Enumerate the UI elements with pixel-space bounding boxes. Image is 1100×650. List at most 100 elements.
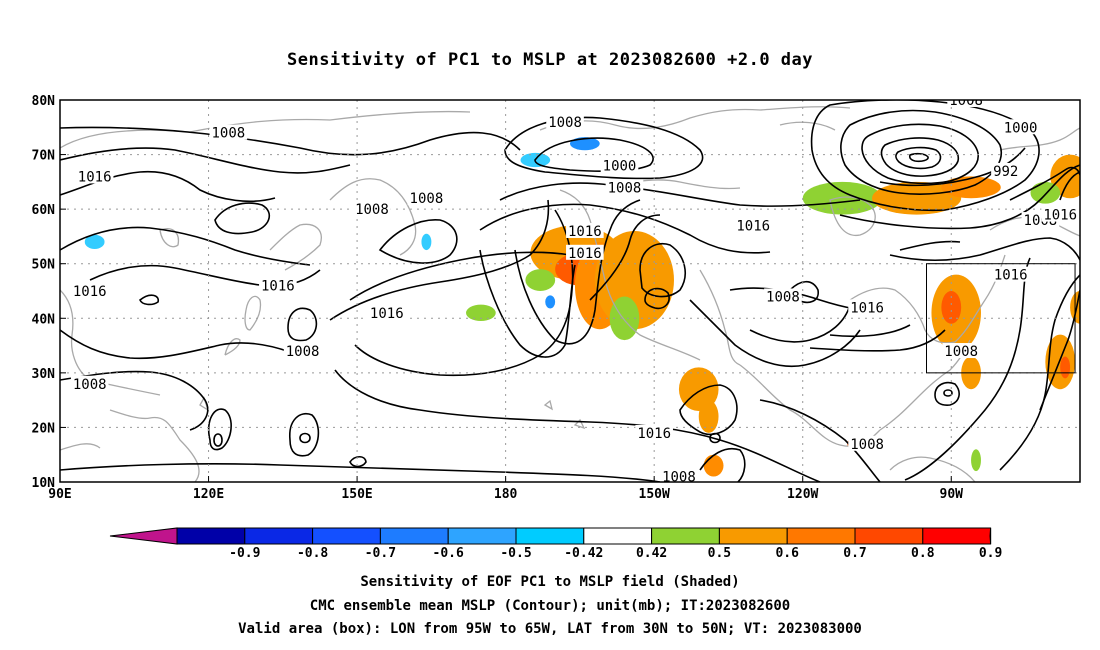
isobar-label-bg xyxy=(660,468,698,482)
figure-title: Sensitivity of PC1 to MSLP at 2023082600… xyxy=(286,50,813,70)
lat-tick-label: 30N xyxy=(32,367,56,382)
isobar-label: 1016 xyxy=(568,224,602,240)
isobar-labels: 1008 1016 1016 1016 1008 1008 1016 1008 1008 1008… xyxy=(70,93,1079,486)
isobar-label-bg xyxy=(1041,206,1079,222)
sensitivity-patch xyxy=(1060,356,1071,379)
isobar-label: 1008 xyxy=(949,93,983,109)
lon-tick-label: 90E xyxy=(48,487,71,502)
colorbar-label: 0.6 xyxy=(775,546,799,561)
lat-tick-label: 50N xyxy=(32,258,56,273)
lon-tick-label: 150E xyxy=(341,487,372,502)
isobar-label: 1016 xyxy=(736,219,770,235)
sensitivity-patch xyxy=(466,304,496,322)
colorbar-swatch xyxy=(176,527,246,545)
colorbar-swatch xyxy=(312,527,381,545)
sensitivity-patch xyxy=(971,449,981,472)
sensitivity-patch xyxy=(545,295,556,309)
isobar-label-bg xyxy=(546,113,584,129)
isobar-label-bg xyxy=(947,100,985,107)
isobar-label-bg xyxy=(353,201,391,217)
colorbar-label: -0.7 xyxy=(365,546,396,561)
valid-area-rectangle xyxy=(926,263,1076,374)
colorbar-swatch xyxy=(718,527,788,545)
sensitivity-patch xyxy=(1030,181,1061,204)
colorbar-label: 0.8 xyxy=(911,546,935,561)
lat-tick-label: 80N xyxy=(32,94,56,109)
colorbar-low-triangle xyxy=(109,527,178,545)
colorbar-label: -0.9 xyxy=(229,546,260,561)
isobar-label-bg xyxy=(942,343,980,359)
isobar-label: 1000 xyxy=(603,158,637,174)
isobar-label: 1008 xyxy=(662,470,696,486)
colorbar-label: 0.5 xyxy=(708,546,731,561)
sensitivity-patch xyxy=(1045,334,1076,390)
isobar-label: 1008 xyxy=(548,115,582,131)
isobar-label-bg xyxy=(600,157,639,173)
isobar-label: 1008 xyxy=(410,191,444,207)
colorbar-swatch xyxy=(583,527,653,545)
isobar-label-bg xyxy=(259,277,297,293)
colorbar-swatch xyxy=(786,527,856,545)
isobar-label-bg xyxy=(209,124,248,140)
isobar-label: 1008 xyxy=(766,289,800,305)
lon-tick-label: 90W xyxy=(940,487,964,502)
isobar-label: 1016 xyxy=(1043,208,1077,224)
isobar-label: 1016 xyxy=(73,284,107,300)
caption-line-2: CMC ensemble mean MSLP (Contour); unit(m… xyxy=(309,598,791,614)
colorbar-swatch xyxy=(515,527,585,545)
isobar-label: 1016 xyxy=(370,306,404,322)
lat-lon-gridlines xyxy=(60,100,1080,482)
map-frame xyxy=(59,99,1081,483)
isobar-label-bg xyxy=(367,304,406,320)
isobar-label: 1016 xyxy=(78,169,112,185)
isobar-label: 1008 xyxy=(608,180,642,196)
isobar-label: 992 xyxy=(993,164,1018,180)
sensitivity-patch xyxy=(703,454,724,477)
caption-line-3: Valid area (box): LON from 95W to 65W, L… xyxy=(238,621,862,637)
isobar-label: 1016 xyxy=(261,279,295,295)
sensitivity-patch xyxy=(609,296,640,341)
valid-area-box xyxy=(926,263,1076,374)
isobar-label: 1008 xyxy=(355,202,389,218)
colorbar-label: -0.8 xyxy=(297,546,328,561)
isobar-label-bg xyxy=(407,190,446,206)
isobar-label: 1016 xyxy=(568,246,602,262)
isobar-label: 1008 xyxy=(211,126,245,142)
isobar-label: 1008 xyxy=(850,437,884,453)
isobar-label-bg xyxy=(70,283,109,298)
isobar-label-bg xyxy=(991,266,1030,282)
colorbar: -0.9 -0.8 -0.7 -0.6 -0.5 -0.42 0.42 0.5 0.6 0.7 0.… xyxy=(109,527,1002,561)
isobar-label-bg xyxy=(848,299,886,315)
lat-tick-label: 10N xyxy=(32,476,56,491)
isobar-label-bg xyxy=(635,424,673,440)
sensitivity-patch xyxy=(802,181,882,215)
lat-tick-label: 60N xyxy=(32,203,56,218)
isobar-label: 1016 xyxy=(994,268,1028,284)
sensitivity-shading xyxy=(84,137,1080,477)
isobar-label: 1008 xyxy=(286,344,320,360)
colorbar-label: -0.6 xyxy=(433,546,464,561)
lat-tick-label: 70N xyxy=(32,149,56,164)
lon-tick-label: 180 xyxy=(494,487,518,502)
colorbar-swatch xyxy=(854,527,924,545)
isobar-label-bg xyxy=(848,435,886,451)
colorbar-swatch xyxy=(379,527,449,545)
isobar-label-bg xyxy=(734,217,773,233)
isobar-label: 1016 xyxy=(850,300,884,316)
isobar-label-bg xyxy=(75,168,114,184)
isobar-label-bg xyxy=(283,343,322,359)
colorbar-label: 0.7 xyxy=(843,546,866,561)
colorbar-swatch xyxy=(244,527,314,545)
colorbar-swatch xyxy=(922,527,992,545)
sensitivity-patch xyxy=(698,400,719,433)
colorbar-swatch xyxy=(651,527,720,545)
colorbar-label: -0.42 xyxy=(564,546,603,561)
colorbar-high-triangle xyxy=(989,527,992,545)
sensitivity-patch xyxy=(525,269,556,292)
sensitivity-patch xyxy=(941,291,962,324)
lon-tick-label: 120E xyxy=(193,487,224,502)
isobar-label: 1008 xyxy=(73,377,107,393)
coastlines xyxy=(60,106,1080,482)
isobar-label-bg xyxy=(991,162,1021,178)
isobar-contours xyxy=(60,100,1080,482)
